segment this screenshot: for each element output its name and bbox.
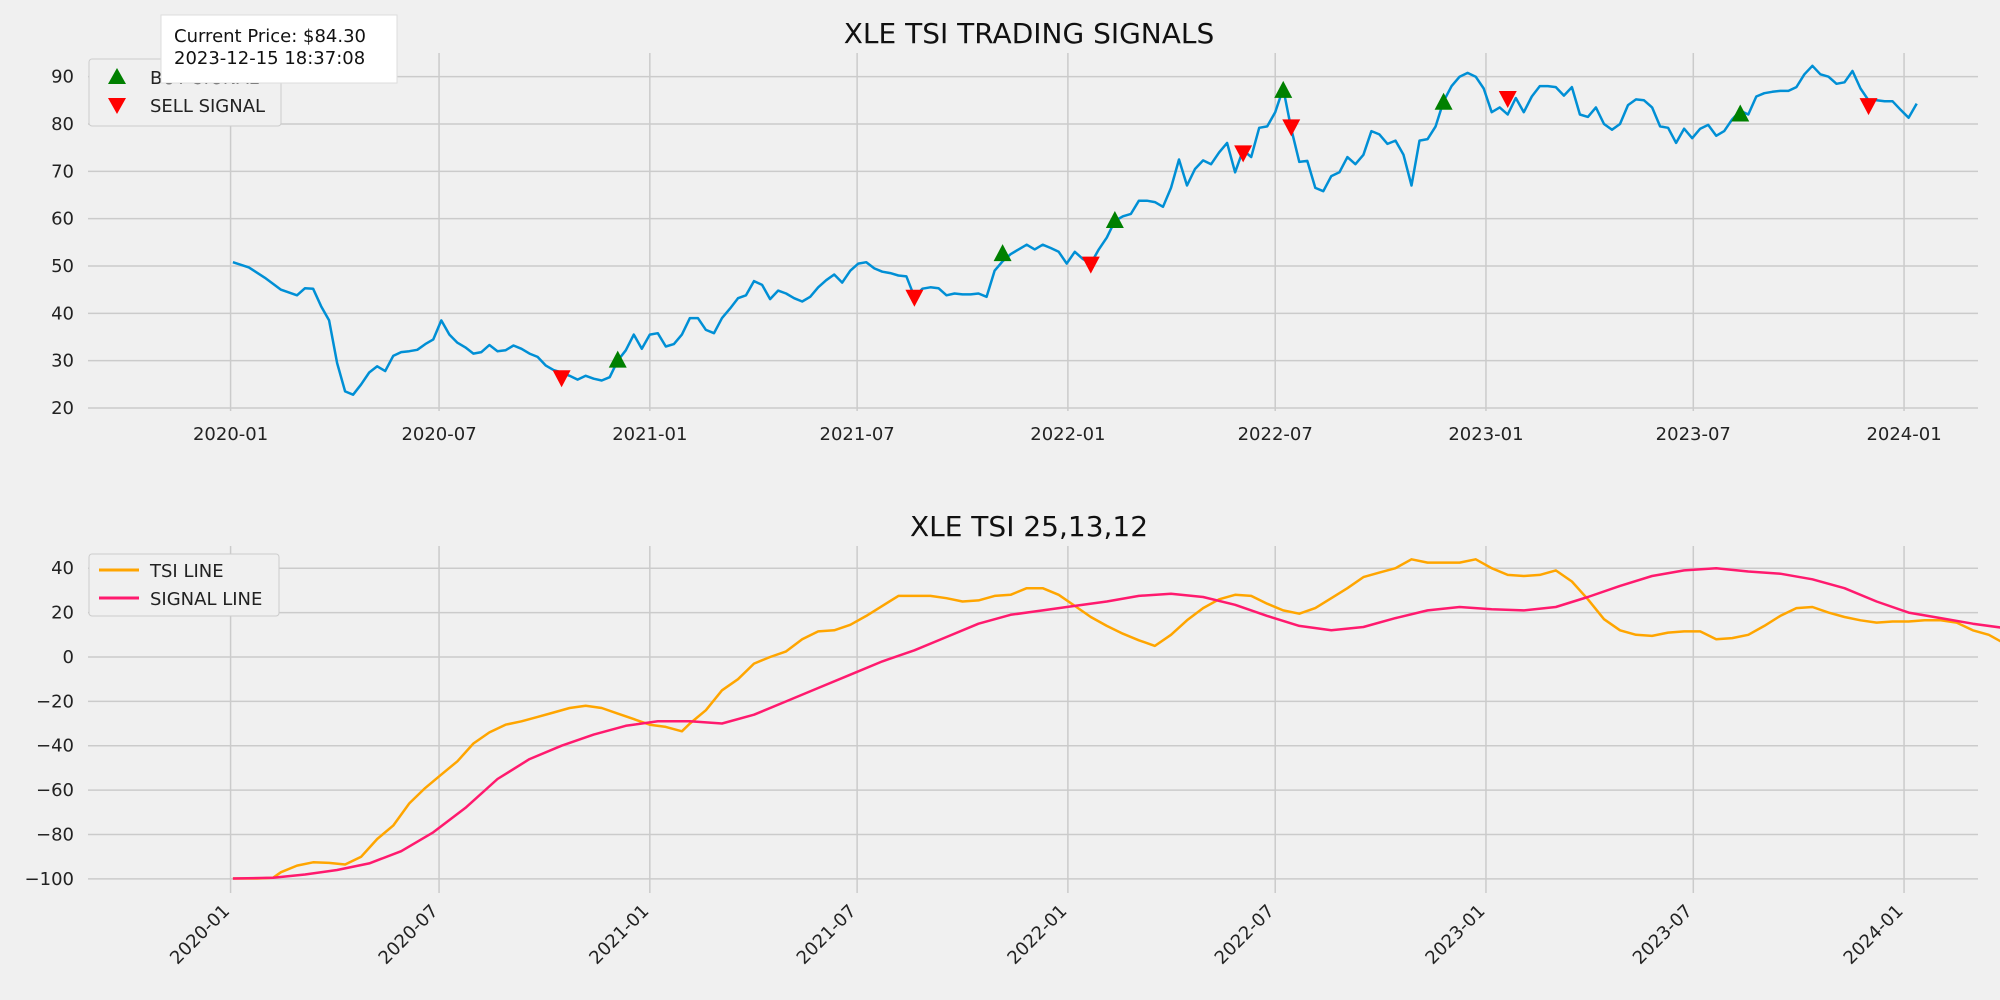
x-tick-label: 2023-01 [1448, 424, 1523, 445]
y-tick-label: 60 [51, 209, 74, 230]
y-tick-label: 20 [51, 603, 74, 624]
sell-signal-marker [905, 289, 924, 307]
sell-signal-marker [1859, 98, 1878, 116]
x-tick-label: 2021-07 [793, 901, 861, 969]
buy-signal-legend-marker [108, 68, 126, 84]
sell-signal-marker [1282, 119, 1301, 137]
sell-signal-marker [1234, 145, 1253, 163]
x-tick-label: 2024-01 [1840, 901, 1908, 969]
x-tick-label: 2023-01 [1421, 901, 1489, 969]
x-tick-label: 2024-01 [1866, 424, 1941, 445]
price-series-line [232, 64, 1918, 396]
y-tick-label: −60 [36, 780, 74, 801]
y-tick-label: 0 [63, 647, 74, 668]
y-tick-label: 70 [51, 161, 74, 182]
x-tick-label: 2020-07 [401, 424, 476, 445]
buy-signal-marker [608, 350, 627, 368]
y-tick-label: −40 [36, 736, 74, 757]
x-tick-label: 2022-01 [1003, 901, 1071, 969]
x-tick-label: 2021-01 [612, 424, 687, 445]
y-tick-label: 40 [51, 303, 74, 324]
x-tick-label: 2021-01 [585, 901, 653, 969]
info-box-frame [160, 14, 398, 84]
buy-signal-marker [1105, 211, 1124, 229]
price-chart-title: XLE TSI TRADING SIGNALS [844, 17, 1215, 50]
sell-signal-legend-marker [108, 98, 126, 114]
x-tick-label: 2023-07 [1629, 901, 1697, 969]
current-price-text: Current Price: $84.30 [174, 26, 366, 47]
x-tick-label: 2021-07 [820, 424, 895, 445]
y-tick-label: −80 [36, 825, 74, 846]
buy-signal-marker [1274, 80, 1293, 98]
price-signals-panel: XLE TSI TRADING SIGNALS 20 30 40 50 60 70 80 90… [51, 17, 1978, 445]
x-tick-label: 2022-07 [1238, 424, 1313, 445]
timestamp-text: 2023-12-15 18:37:08 [174, 48, 365, 69]
signal-line-legend-label: SIGNAL LINE [150, 589, 262, 610]
y-tick-label: 20 [51, 398, 74, 419]
y-tick-label: 40 [51, 558, 74, 579]
buy-signal-marker [1731, 104, 1750, 122]
tsi-panel: XLE TSI 25,13,12 −100 −80 −60 −40 −20 0 20 40 20… [25, 510, 2000, 969]
x-tick-label: 2020-07 [375, 901, 443, 969]
sell-signal-legend-label: SELL SIGNAL [150, 96, 265, 117]
signal-series-line [232, 566, 2000, 880]
buy-signal-marker [1434, 92, 1453, 110]
y-tick-label: 50 [51, 256, 74, 277]
tsi-chart-title: XLE TSI 25,13,12 [910, 510, 1148, 543]
y-tick-label: −100 [25, 869, 74, 890]
tsi-line-legend-label: TSI LINE [149, 561, 224, 582]
y-tick-label: 80 [51, 114, 74, 135]
y-tick-label: 30 [51, 351, 74, 372]
y-tick-label: 90 [51, 67, 74, 88]
x-tick-label: 2020-01 [166, 901, 234, 969]
tsi-chart-legend: TSI LINE SIGNAL LINE [88, 553, 280, 617]
y-tick-label: −20 [36, 691, 74, 712]
sell-signal-marker [1498, 90, 1517, 108]
buy-signal-marker [993, 244, 1012, 262]
current-price-box: Current Price: $84.30 2023-12-15 18:37:0… [160, 14, 398, 84]
x-tick-label: 2020-01 [193, 424, 268, 445]
sell-signal-marker [1081, 256, 1100, 274]
sell-signal-marker [552, 370, 571, 388]
x-tick-label: 2023-07 [1656, 424, 1731, 445]
x-tick-label: 2022-07 [1211, 901, 1279, 969]
x-tick-label: 2022-01 [1030, 424, 1105, 445]
tsi-series-line [232, 558, 2000, 880]
